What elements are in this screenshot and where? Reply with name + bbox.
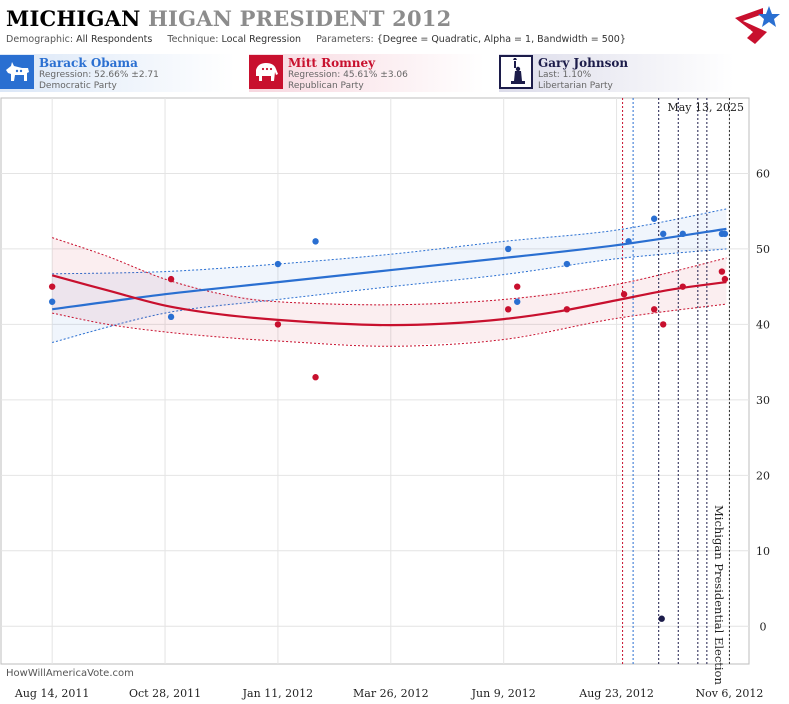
demographic-label: Demographic:: [6, 34, 74, 45]
candidate-regression: Regression: 52.66% ±2.71: [39, 70, 159, 80]
mitt-romney-trend-line: [51, 274, 727, 327]
x-tick-label: Nov 6, 2012: [695, 687, 763, 700]
x-tick-label: Jan 11, 2012: [242, 687, 314, 700]
barack-obama-poll-point: [721, 230, 729, 238]
x-tick-label: Jun 9, 2012: [471, 687, 536, 700]
candidate-obama[interactable]: Barack Obama Regression: 52.66% ±2.71 De…: [0, 54, 235, 92]
mitt-romney-poll-point: [718, 268, 726, 275]
mitt-romney-poll-point: [650, 306, 658, 313]
technique-value: Local Regression: [221, 34, 302, 45]
candidate-party: Democratic Party: [39, 81, 117, 91]
candidate-name: Barack Obama: [39, 56, 138, 70]
parameters-label: Parameters:: [316, 34, 374, 45]
plot-area: [0, 97, 750, 665]
mitt-romney-poll-point: [563, 306, 571, 313]
barack-obama-upper-bound: [52, 208, 727, 275]
candidate-party: Republican Party: [288, 81, 364, 91]
y-tick-label: 0: [760, 620, 767, 633]
barack-obama-poll-point: [679, 230, 686, 238]
title-state: MICHIGAN: [6, 6, 141, 31]
candidate-regression: Regression: 45.61% ±3.06: [288, 70, 408, 80]
barack-obama-poll-point: [48, 298, 56, 305]
barack-obama-poll-point: [563, 260, 571, 268]
site-credit: HowWillAmericaVote.com: [6, 668, 134, 679]
chart-header: MICHIGAN HIGAN PRESIDENT 2012 Demographi…: [0, 0, 789, 52]
mitt-romney-poll-point: [312, 374, 319, 381]
parameters-line: Demographic: All Respondents Technique: …: [6, 34, 626, 45]
donkey-icon: [0, 55, 34, 89]
y-tick-label: 40: [756, 318, 770, 331]
site-logo-icon: [735, 6, 780, 44]
page-title: MICHIGAN HIGAN PRESIDENT 2012: [6, 6, 451, 31]
mitt-romney-poll-point: [660, 321, 667, 328]
demographic-value: All Respondents: [76, 34, 153, 45]
mitt-romney-upper-bound: [52, 237, 727, 306]
mitt-romney-poll-point: [274, 321, 282, 328]
barack-obama-poll-point: [660, 230, 667, 238]
mitt-romney-lower-bound: [52, 303, 727, 347]
mitt-romney-poll-point: [679, 283, 686, 290]
elephant-icon: [249, 55, 283, 89]
mitt-romney-poll-point: [504, 306, 512, 313]
barack-obama-poll-point: [274, 260, 282, 268]
y-tick-label: 50: [756, 243, 770, 256]
title-rest: HIGAN PRESIDENT 2012: [148, 6, 452, 31]
mitt-romney-confidence-band: [52, 237, 727, 347]
candidate-party: Libertarian Party: [538, 81, 613, 91]
trend-lines: [51, 227, 727, 327]
mitt-romney-poll-point: [514, 283, 521, 290]
technique-label: Technique:: [167, 34, 219, 45]
date-label: May 13, 2025: [667, 101, 744, 114]
y-tick-label: 20: [756, 469, 770, 482]
gary-johnson-poll-point: [658, 615, 665, 622]
y-axis: 0 10 20 30 40 50 60: [756, 167, 770, 633]
candidate-name: Mitt Romney: [288, 56, 376, 70]
barack-obama-poll-point: [514, 298, 521, 305]
barack-obama-poll-point: [312, 238, 319, 245]
barack-obama-lower-bound: [52, 248, 727, 343]
barack-obama-poll-point: [167, 313, 175, 321]
barack-obama-poll-point: [650, 215, 658, 222]
y-tick-label: 30: [756, 394, 770, 407]
barack-obama-trend-line: [52, 227, 727, 311]
candidate-romney[interactable]: Mitt Romney Regression: 45.61% ±3.06 Rep…: [249, 54, 484, 92]
x-tick-label: Aug 14, 2011: [14, 687, 90, 700]
mitt-romney-poll-point: [721, 275, 729, 283]
y-tick-label: 10: [756, 545, 770, 558]
candidate-johnson[interactable]: Gary Johnson Last: 1.10% Libertarian Par…: [499, 54, 734, 92]
election-label: Michigan Presidential Election: [712, 505, 726, 685]
statue-of-liberty-icon: [499, 55, 533, 89]
candidate-last: Last: 1.10%: [538, 70, 592, 80]
barack-obama-confidence-band: [52, 208, 727, 343]
parameters-value: {Degree = Quadratic, Alpha = 1, Bandwidt…: [376, 34, 626, 45]
poll-points: [48, 215, 729, 622]
mitt-romney-poll-point: [48, 283, 56, 290]
x-tick-label: Mar 26, 2012: [353, 687, 429, 700]
x-tick-label: Oct 28, 2011: [129, 687, 201, 700]
y-tick-label: 60: [756, 167, 770, 180]
mitt-romney-poll-point: [167, 275, 175, 283]
candidate-name: Gary Johnson: [538, 56, 629, 70]
x-axis: Aug 14, 2011 Oct 28, 2011 Jan 11, 2012 Mar …: [14, 687, 764, 700]
confidence-bands: [52, 208, 727, 347]
barack-obama-poll-point: [504, 245, 512, 253]
x-tick-label: Aug 23, 2012: [578, 687, 654, 700]
mitt-romney-poll-point: [620, 291, 628, 298]
barack-obama-poll-point: [625, 238, 632, 245]
